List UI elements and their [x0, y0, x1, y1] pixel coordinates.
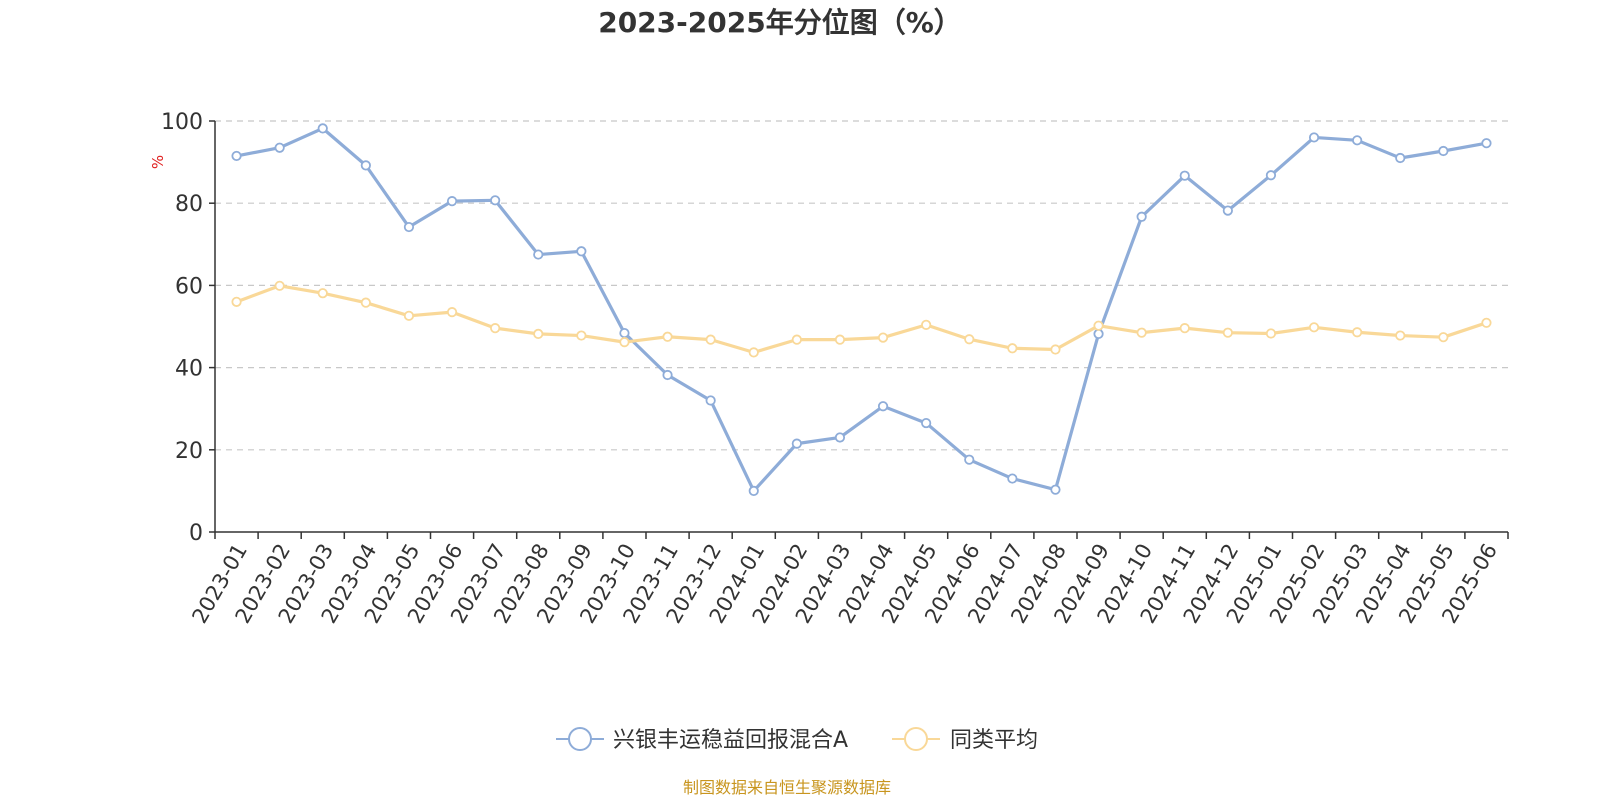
- data-point[interactable]: [1050, 344, 1061, 355]
- y-tick-label: 80: [175, 192, 203, 217]
- data-point[interactable]: [446, 196, 458, 207]
- data-point[interactable]: [662, 369, 673, 381]
- data-point[interactable]: [403, 310, 415, 321]
- data-point[interactable]: [490, 195, 501, 206]
- data-point[interactable]: [877, 332, 889, 343]
- legend-label: 同类平均: [950, 728, 1038, 753]
- data-point[interactable]: [1179, 323, 1190, 334]
- data-point[interactable]: [1093, 320, 1104, 331]
- series-line: [234, 126, 1489, 493]
- data-point[interactable]: [834, 334, 846, 345]
- source-note: 制图数据来自恒生聚源数据库: [683, 778, 891, 797]
- data-point[interactable]: [1395, 330, 1406, 341]
- data-point[interactable]: [1438, 332, 1449, 343]
- y-tick-labels: 0 20 40 60 80 100: [161, 110, 203, 546]
- data-point[interactable]: [1438, 145, 1449, 157]
- data-point[interactable]: [1265, 328, 1277, 339]
- data-point[interactable]: [274, 280, 285, 291]
- data-point[interactable]: [921, 319, 932, 330]
- data-point[interactable]: [964, 334, 975, 345]
- series-0: [231, 123, 1492, 496]
- data-point[interactable]: [1179, 170, 1190, 181]
- y-tick-label: 20: [175, 439, 203, 464]
- data-point[interactable]: [1222, 205, 1233, 216]
- data-point[interactable]: [1265, 170, 1277, 181]
- data-point[interactable]: [1093, 328, 1104, 339]
- data-point[interactable]: [533, 249, 544, 260]
- x-tick-labels: 2023-012023-022023-032023-042023-052023-…: [187, 540, 1502, 628]
- data-point[interactable]: [619, 337, 630, 348]
- data-point[interactable]: [705, 395, 716, 406]
- chart-title: 2023-2025年分位图（%）: [598, 6, 962, 39]
- series-1: [231, 280, 1492, 358]
- data-point[interactable]: [791, 438, 802, 449]
- grid-lines: [215, 120, 1508, 451]
- data-point[interactable]: [231, 296, 242, 307]
- data-point[interactable]: [1007, 343, 1018, 354]
- legend-item-0[interactable]: 兴银丰运稳益回报混合A: [556, 727, 848, 753]
- y-tick-label: 0: [189, 521, 203, 546]
- y-tick-label: 40: [175, 357, 203, 382]
- data-point[interactable]: [705, 334, 716, 345]
- data-point[interactable]: [360, 297, 371, 308]
- legend-marker-icon: [904, 727, 928, 751]
- data-point[interactable]: [576, 330, 587, 341]
- data-point[interactable]: [317, 123, 328, 134]
- data-point[interactable]: [274, 142, 285, 153]
- y-tick-label: 60: [175, 274, 203, 299]
- axes: [209, 120, 1509, 539]
- data-point[interactable]: [231, 150, 242, 162]
- data-point[interactable]: [490, 323, 501, 334]
- data-point[interactable]: [1136, 211, 1147, 222]
- data-point[interactable]: [1050, 484, 1061, 495]
- data-point[interactable]: [1481, 317, 1492, 328]
- data-point[interactable]: [921, 417, 932, 429]
- data-point[interactable]: [1007, 473, 1018, 484]
- data-point[interactable]: [403, 221, 415, 233]
- data-point[interactable]: [1222, 327, 1233, 338]
- data-point[interactable]: [748, 485, 759, 496]
- data-point[interactable]: [834, 432, 846, 443]
- data-point[interactable]: [446, 307, 458, 318]
- legend-label: 兴银丰运稳益回报混合A: [613, 728, 848, 753]
- y-axis-label: %: [149, 155, 167, 169]
- data-point[interactable]: [317, 288, 328, 299]
- data-point[interactable]: [662, 331, 673, 342]
- data-point[interactable]: [964, 454, 975, 465]
- data-point[interactable]: [1308, 132, 1320, 143]
- data-point[interactable]: [791, 334, 802, 345]
- data-point[interactable]: [576, 246, 587, 257]
- legend-item-1[interactable]: 同类平均: [892, 727, 1038, 753]
- data-point[interactable]: [748, 347, 759, 358]
- y-tick-label: 100: [161, 110, 203, 135]
- data-point[interactable]: [1395, 152, 1406, 164]
- legend[interactable]: 兴银丰运稳益回报混合A 同类平均: [556, 727, 1038, 753]
- data-point[interactable]: [533, 328, 544, 339]
- data-point[interactable]: [1308, 322, 1320, 333]
- data-point[interactable]: [1136, 327, 1147, 338]
- data-point[interactable]: [1352, 135, 1363, 146]
- data-point[interactable]: [360, 160, 371, 171]
- legend-marker-icon: [568, 727, 592, 751]
- data-point[interactable]: [1481, 138, 1492, 149]
- data-point[interactable]: [1352, 327, 1363, 338]
- series-line: [234, 284, 1489, 354]
- data-point[interactable]: [619, 327, 630, 339]
- data-point[interactable]: [877, 401, 889, 412]
- series-lines: [231, 123, 1492, 496]
